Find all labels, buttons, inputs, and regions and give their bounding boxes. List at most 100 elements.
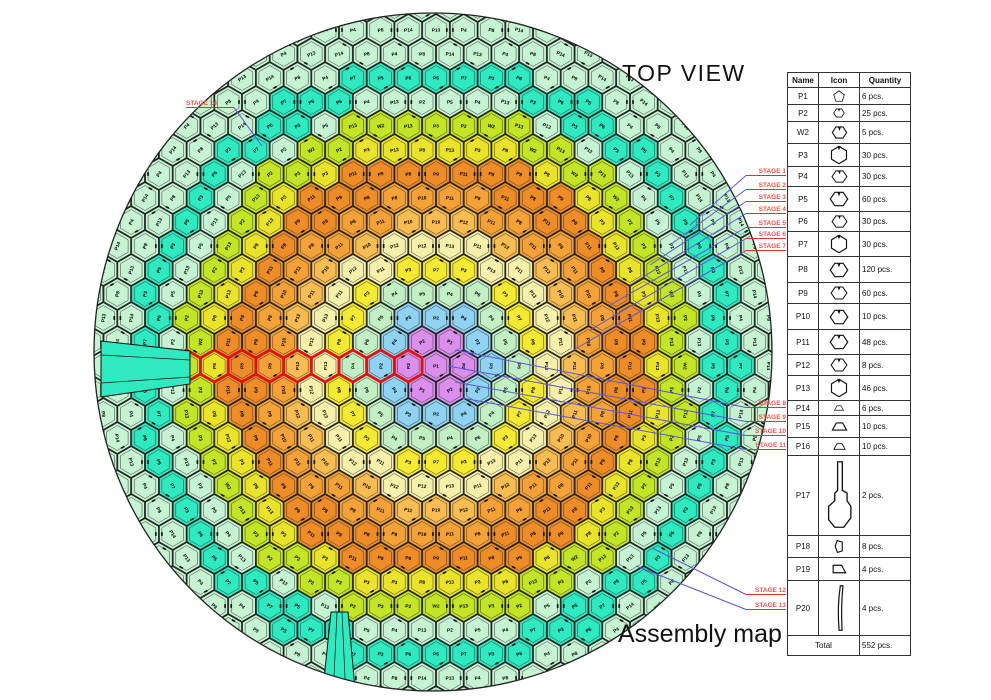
hex-part-label: P7 <box>514 314 522 322</box>
hex-part-label: P10 <box>418 531 427 538</box>
hex-tile <box>602 565 631 599</box>
hex-part-label: P5 <box>724 434 731 441</box>
hex-tile <box>200 397 229 431</box>
hex-part-label: P12 <box>348 265 359 275</box>
hex-part-label: P8 <box>348 507 356 515</box>
hex-tile <box>172 397 201 431</box>
part-name: P5 <box>787 186 819 212</box>
hex-part-label: P8 <box>210 602 219 611</box>
hex-part-label: P13 <box>459 603 469 610</box>
hex-part-label: P5 <box>197 242 205 250</box>
hex-part-label: P8 <box>419 147 426 153</box>
hex-part-label: P9 <box>335 194 343 202</box>
hex-tile <box>255 157 284 191</box>
hex-part-label: P2 <box>378 363 384 369</box>
hex-part-label: P8 <box>515 506 523 514</box>
hex-part-label: P4 <box>237 602 246 611</box>
hex-tile <box>740 325 769 359</box>
hex-part-label: P8 <box>335 387 342 394</box>
hex-part-label: P8 <box>294 74 302 82</box>
hex-tile <box>352 613 381 647</box>
hex-part-label: P8 <box>321 506 330 515</box>
stage-callouts: STAGE 1 STAGE 2 STAGE 3 STAGE 4 STAGE 5 STAGE… <box>186 100 786 610</box>
hex-tile <box>131 421 159 455</box>
hex-tile <box>463 373 492 407</box>
hex-part-label: P8 <box>556 242 565 251</box>
hex-tile <box>657 421 686 455</box>
hex-tile <box>338 205 367 239</box>
hex-tile <box>449 157 478 191</box>
hex-tile <box>643 301 672 335</box>
hex-tile <box>186 133 215 167</box>
hex-part-label: P14 <box>114 241 123 251</box>
hex-tile <box>671 541 700 575</box>
hex-part-label: P8 <box>502 675 509 682</box>
hex-tile <box>435 517 464 551</box>
hex-tile <box>505 301 534 335</box>
hex-part-label: P8 <box>128 170 136 178</box>
hex-tile <box>740 373 769 407</box>
hex-part-label: P4 <box>349 27 356 34</box>
hex-tile <box>477 61 506 95</box>
hex-tile <box>602 229 631 263</box>
hex-tile <box>505 493 534 527</box>
hex-tile <box>186 421 215 455</box>
hex-part-label: P4 <box>695 291 702 299</box>
hex-tile <box>519 277 547 311</box>
hex-tile <box>214 421 243 455</box>
hex-part-label: P6 <box>598 122 607 130</box>
hex-part-label: P13 <box>666 97 677 107</box>
hex-part-label: P13 <box>612 481 622 492</box>
hex-part-label: P4 <box>391 627 398 634</box>
hex-part-label: P13 <box>236 505 246 516</box>
hex-part-label: P2 <box>669 434 677 442</box>
legend-row: P17 2 pcs. <box>787 455 911 536</box>
hex-part-label: P2 <box>585 578 594 586</box>
hex-tile <box>477 157 506 191</box>
hex-tile <box>408 613 437 647</box>
hex-part-label: P5 <box>709 363 715 369</box>
hex-tile <box>394 109 423 143</box>
hex-tile <box>394 637 423 671</box>
hex-part-label: P14 <box>695 577 705 588</box>
part-icon <box>818 329 860 355</box>
hex-part-label: P4 <box>168 435 175 443</box>
hex-tile <box>186 229 215 263</box>
hex-part-label: P10 <box>557 433 567 444</box>
hex-part-label: P2 <box>697 387 704 394</box>
hex-part-label: P8 <box>557 482 566 491</box>
hex-part-label: P8 <box>363 195 371 203</box>
hex-part-label: P4 <box>211 74 220 83</box>
hex-tile <box>408 181 437 215</box>
hex-tile <box>754 349 772 383</box>
hex-part-label: P11 <box>333 482 343 492</box>
hex-part-label: P14 <box>751 481 760 491</box>
hex-tile <box>671 445 700 479</box>
hex-tile <box>380 661 409 691</box>
hex-part-label: P2 <box>418 338 426 346</box>
hex-tile <box>477 493 506 527</box>
part-name: P18 <box>787 535 819 558</box>
hex-part-label: P12 <box>542 313 551 324</box>
hex-part-label: P8 <box>293 651 301 659</box>
hex-tile <box>546 517 575 551</box>
hex-part-label: P13 <box>598 553 609 563</box>
hex-part-label: P11 <box>473 482 483 490</box>
hex-part-label: P13 <box>182 457 191 467</box>
hex-tile <box>200 301 229 335</box>
hex-tile <box>172 541 201 575</box>
hex-tile <box>491 37 520 71</box>
hex-wide-icon <box>830 170 848 183</box>
hex-tile <box>352 85 381 119</box>
hex-part-label: P3 <box>599 506 608 515</box>
hex-tile <box>283 493 312 527</box>
legend-row: P9 60 pcs. <box>787 282 911 304</box>
hex-tile <box>283 109 312 143</box>
hex-part-label: P8 <box>530 386 537 393</box>
hex-tile <box>297 421 326 455</box>
hex-part-label: P3 <box>405 267 413 274</box>
part-icon <box>818 121 860 144</box>
hex-part-label: P14 <box>638 98 649 108</box>
hex-tile <box>172 301 201 335</box>
hex-part-label: P10 <box>404 219 414 227</box>
